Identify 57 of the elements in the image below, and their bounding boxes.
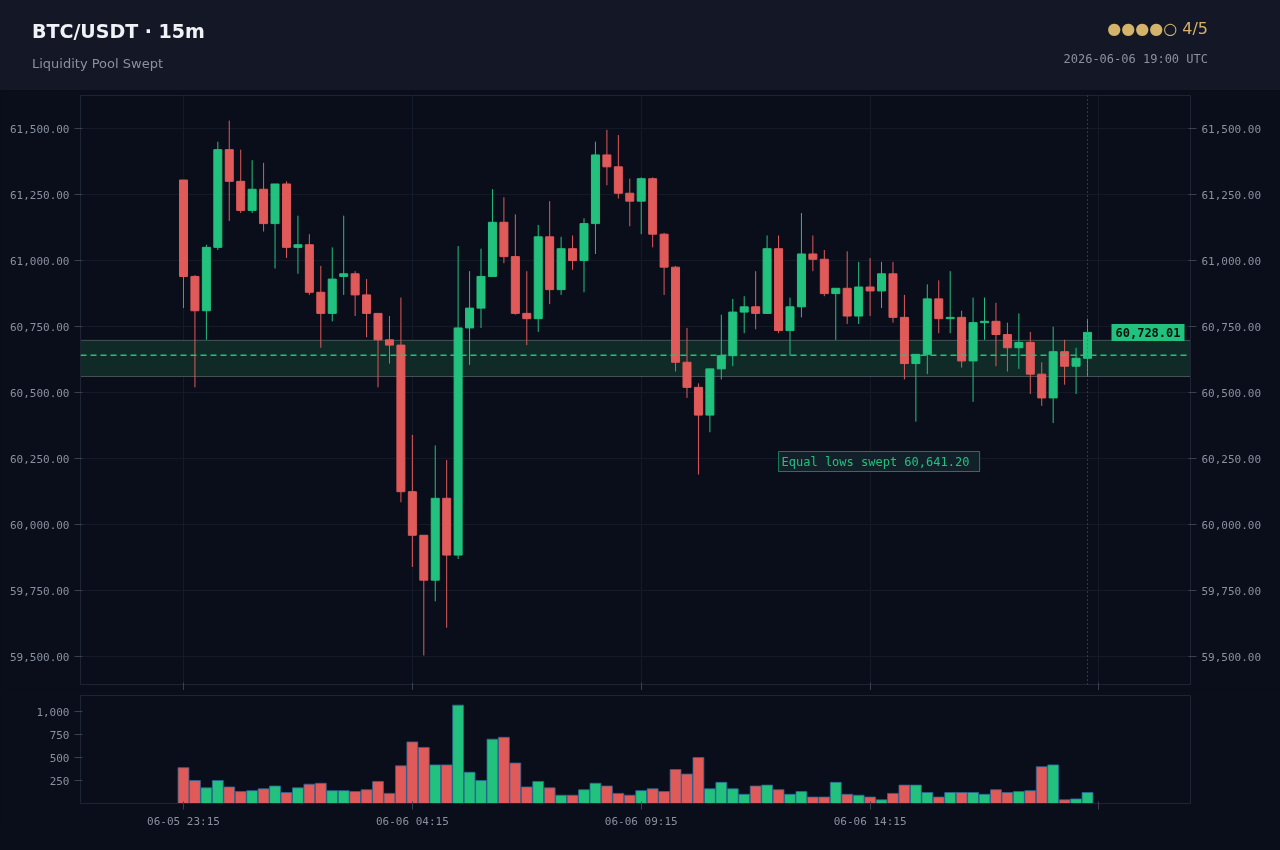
- candlestick: [384, 315, 394, 365]
- y-tick-label: 60,000.00: [9, 518, 70, 532]
- y-tick-label: 60,750.00: [9, 320, 70, 334]
- y2-tick-label: 61,000.00: [1201, 254, 1262, 268]
- y2-tick-label: 59,500.00: [1201, 650, 1262, 664]
- y-tick-label: 250: [49, 774, 70, 788]
- candlestick: [1002, 322, 1012, 373]
- y2-tick-label: 60,750.00: [1201, 320, 1262, 334]
- text: 2026-06-06 19:00 UTC: [1063, 50, 1208, 68]
- annotation: 60,728.01: [1115, 325, 1181, 340]
- candlestick: [636, 176, 646, 235]
- text: ●●●●○ 4/5: [1106, 18, 1208, 40]
- candlestick: [362, 278, 372, 338]
- candlestick: [293, 215, 303, 275]
- candlestick: [739, 295, 749, 334]
- candlestick: [1060, 339, 1070, 386]
- candlestick: [247, 159, 257, 214]
- candlestick: [877, 261, 887, 309]
- candlestick: [568, 234, 578, 271]
- y-tick-label: 1,000: [36, 705, 70, 719]
- y-tick-label: 60,500.00: [9, 386, 70, 400]
- y2-tick-label: 59,750.00: [1201, 584, 1262, 598]
- candlestick: [751, 270, 761, 330]
- ref-line-label: Equal lows swept 60,641.20: [781, 454, 970, 469]
- y-tick-label: 61,500.00: [9, 122, 70, 136]
- y2-tick-label: 60,250.00: [1201, 452, 1262, 466]
- candlestick: [339, 215, 349, 296]
- y2-tick-label: 61,250.00: [1201, 188, 1262, 202]
- candlestick: [522, 270, 532, 346]
- y-tick-label: 750: [49, 728, 70, 742]
- candlestick: [865, 257, 875, 317]
- candlestick: [350, 270, 360, 317]
- candlestick: [945, 270, 955, 334]
- candlestick: [991, 302, 1001, 367]
- y-tick-label: 61,250.00: [9, 188, 70, 202]
- candlestick: [602, 129, 612, 186]
- x-tick-label: 06-05 23:15: [147, 814, 220, 828]
- y2-tick-label: 60,000.00: [1201, 518, 1262, 532]
- y-tick-label: 500: [49, 751, 70, 765]
- y2-tick-label: 60,500.00: [1201, 386, 1262, 400]
- chart-subtitle: Liquidity Pool Swept: [32, 55, 164, 74]
- y2-tick-label: 61,500.00: [1201, 122, 1262, 136]
- x-tick-label: 06-06 04:15: [375, 814, 449, 828]
- x-tick-label: 06-06 14:15: [833, 814, 907, 828]
- x-tick-label: 06-06 09:15: [604, 814, 678, 828]
- candlestick: [316, 265, 326, 349]
- candlestick: [1037, 361, 1047, 407]
- candlestick: [625, 178, 635, 227]
- y-tick-label: 60,250.00: [9, 452, 70, 466]
- chart-title: BTC/USDT · 15m: [32, 19, 205, 44]
- candlestick: [808, 234, 818, 272]
- candlestick: [980, 297, 990, 341]
- candlestick: [934, 279, 944, 334]
- y-tick-label: 59,500.00: [9, 650, 70, 664]
- y-tick-label: 61,000.00: [9, 254, 70, 268]
- y-tick-label: 59,750.00: [9, 584, 70, 598]
- candlestick: [831, 287, 841, 341]
